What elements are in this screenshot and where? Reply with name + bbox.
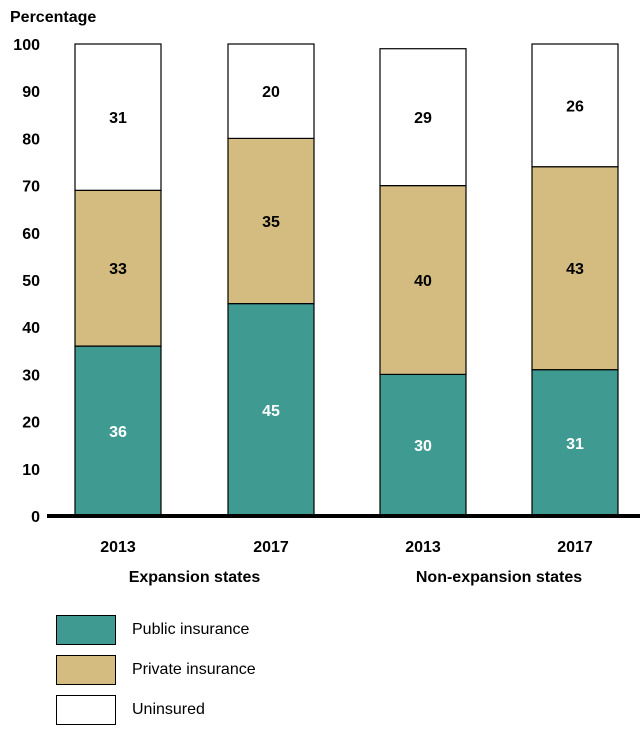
stacked-bar-chart: Percentage 0 10 20 30 40 50 60 70 80 90 100 36 33 31 20… bbox=[10, 9, 640, 586]
x-tick-label-1: 2017 bbox=[253, 539, 289, 556]
legend-label-public: Public insurance bbox=[132, 621, 250, 638]
data-label-3-1: 43 bbox=[566, 261, 584, 278]
legend: Public insurance Private insurance Unins… bbox=[56, 614, 256, 734]
y-tick-label-80: 80 bbox=[22, 131, 40, 148]
legend-label-uninsured: Uninsured bbox=[132, 701, 205, 718]
bar-segment-1-0 bbox=[227, 303, 315, 517]
y-tick-label-30: 30 bbox=[22, 367, 40, 384]
data-label-1-0: 45 bbox=[262, 403, 280, 420]
x-tick-label-3: 2017 bbox=[557, 539, 593, 556]
bar-segment-2-2 bbox=[379, 48, 467, 187]
y-tick-label-90: 90 bbox=[22, 84, 40, 101]
y-tick-label-20: 20 bbox=[22, 415, 40, 432]
y-axis-title: Percentage bbox=[10, 9, 96, 26]
legend-item-private: Private insurance bbox=[56, 654, 256, 686]
data-label-1-1: 35 bbox=[262, 214, 280, 231]
data-label-2-2: 29 bbox=[414, 110, 432, 127]
bar-segment-3-0 bbox=[531, 369, 619, 517]
x-tick-label-2: 2013 bbox=[405, 539, 441, 556]
bar-segment-0-0 bbox=[74, 345, 162, 517]
bar-segment-1-2 bbox=[227, 43, 315, 140]
data-label-0-0: 36 bbox=[109, 424, 127, 441]
legend-swatch-private bbox=[56, 655, 116, 685]
legend-item-uninsured: Uninsured bbox=[56, 694, 256, 726]
legend-label-private: Private insurance bbox=[132, 661, 256, 678]
data-label-2-1: 40 bbox=[414, 273, 432, 290]
x-tick-label-0: 2013 bbox=[100, 539, 136, 556]
y-tick-label-70: 70 bbox=[22, 179, 40, 196]
y-tick-label-100: 100 bbox=[13, 37, 40, 54]
y-tick-label-60: 60 bbox=[22, 226, 40, 243]
bar-segment-3-1 bbox=[531, 166, 619, 371]
bar-segment-0-1 bbox=[74, 189, 162, 347]
data-label-0-1: 33 bbox=[109, 261, 127, 278]
bar-segment-3-2 bbox=[531, 43, 619, 168]
group-label-1: Non-expansion states bbox=[416, 569, 582, 586]
y-tick-label-50: 50 bbox=[22, 273, 40, 290]
bar-segment-2-1 bbox=[379, 185, 467, 376]
y-tick-label-0: 0 bbox=[31, 509, 40, 526]
legend-item-public: Public insurance bbox=[56, 614, 256, 646]
data-label-1-2: 20 bbox=[262, 84, 280, 101]
bar-segment-0-2 bbox=[74, 43, 162, 191]
legend-swatch-uninsured bbox=[56, 695, 116, 725]
y-tick-label-40: 40 bbox=[22, 320, 40, 337]
group-label-0: Expansion states bbox=[129, 569, 261, 586]
bar-segment-1-1 bbox=[227, 137, 315, 305]
data-label-2-0: 30 bbox=[414, 438, 432, 455]
legend-swatch-public bbox=[56, 615, 116, 645]
y-tick-label-10: 10 bbox=[22, 462, 40, 479]
data-label-0-2: 31 bbox=[109, 110, 127, 127]
data-label-3-0: 31 bbox=[566, 436, 584, 453]
data-label-3-2: 26 bbox=[566, 98, 584, 115]
